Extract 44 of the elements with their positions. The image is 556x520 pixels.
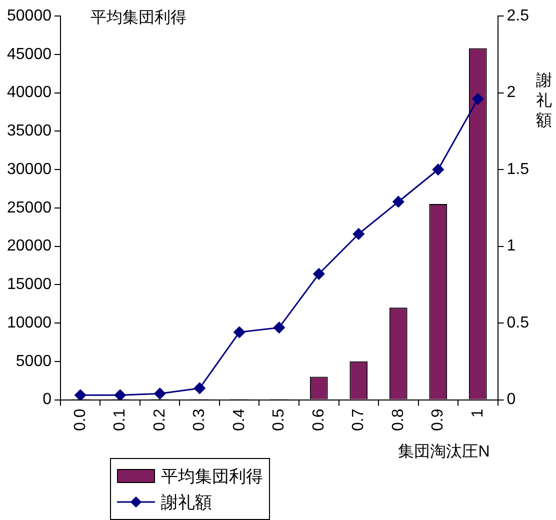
- point: [194, 382, 206, 394]
- x-tick-label: 0.4: [230, 408, 248, 432]
- y-tick-label: 50000: [6, 7, 52, 24]
- x-tick-label: 0.6: [310, 408, 328, 432]
- x-tick-label: 0.5: [270, 408, 288, 432]
- y2-tick-label: 2: [506, 84, 516, 102]
- point: [74, 389, 86, 400]
- y-axis-title: 平均集団利得: [90, 8, 186, 26]
- y-tick-label: 25000: [6, 199, 52, 216]
- y2-tick-label: 0.5: [506, 314, 530, 332]
- x-tick-label: 0.9: [430, 408, 447, 432]
- y-tick-label: 0: [42, 391, 52, 408]
- y-tick-label: 5000: [16, 352, 52, 370]
- point: [472, 93, 484, 105]
- x-tick-label: 0.0: [72, 408, 89, 432]
- y-tick-label: 40000: [6, 84, 52, 102]
- point: [432, 164, 444, 176]
- x-tick-label: 0.2: [151, 408, 168, 432]
- point: [273, 322, 285, 334]
- y2-tick-label: 0: [506, 391, 516, 408]
- point: [313, 268, 325, 280]
- x-tick-label: 0.3: [191, 408, 208, 432]
- y-tick-label: 45000: [6, 46, 52, 63]
- x-axis-title: 集団淘汰圧N: [398, 442, 490, 460]
- y2-axis-title: 謝礼額: [536, 71, 552, 130]
- y-tick-label: 10000: [6, 314, 52, 332]
- y2-tick-label: 1.5: [506, 160, 530, 178]
- x-tick-label: 0.8: [390, 408, 407, 432]
- legend-label: 平均集団利得: [161, 466, 263, 488]
- point: [392, 196, 404, 208]
- legend-label: 謝礼額: [161, 492, 212, 514]
- point: [114, 389, 126, 400]
- y2-tick-label: 1: [506, 238, 516, 255]
- x-tick-label: 0.1: [112, 408, 129, 432]
- y-tick-label: 35000: [6, 122, 52, 140]
- y-tick-label: 15000: [6, 276, 52, 294]
- y-tick-label: 30000: [6, 160, 52, 178]
- point: [154, 388, 166, 400]
- y-tick-label: 20000: [6, 238, 52, 255]
- x-tick-label: 1: [469, 408, 486, 418]
- point: [352, 228, 364, 240]
- point: [234, 326, 246, 338]
- x-tick-label: 0.7: [350, 408, 368, 432]
- y2-tick-label: 2.5: [506, 7, 530, 24]
